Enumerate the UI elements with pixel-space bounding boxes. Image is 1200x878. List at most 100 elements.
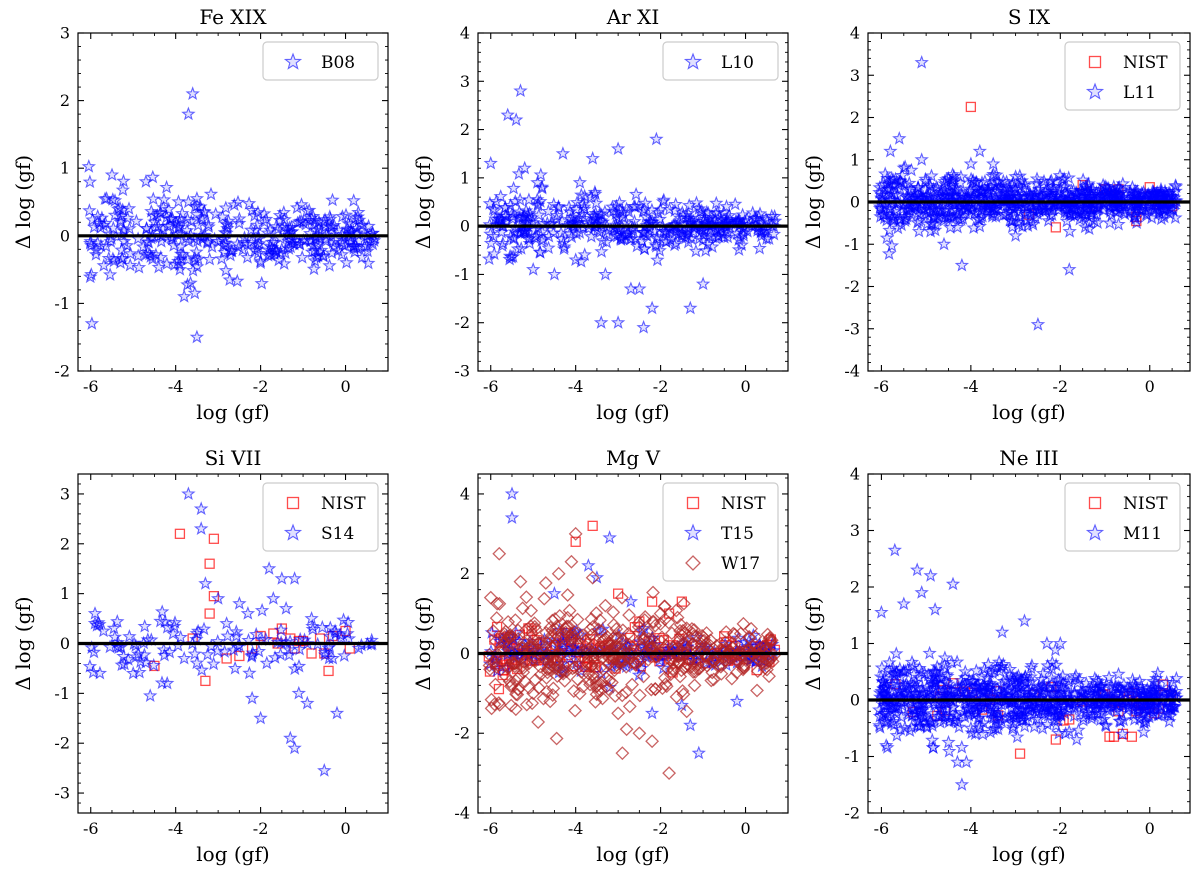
data-point (145, 251, 160, 266)
data-point (680, 657, 695, 672)
data-point (340, 614, 356, 629)
data-point (250, 245, 266, 260)
legend: NIST L11 (1064, 41, 1181, 111)
data-point (927, 676, 942, 690)
data-point (1071, 671, 1087, 686)
data-point (120, 210, 135, 225)
data-point (938, 187, 953, 201)
data-point (669, 689, 684, 704)
data-point (227, 660, 243, 675)
data-point (1078, 219, 1093, 234)
data-point (138, 655, 153, 669)
legend-box (262, 41, 379, 81)
data-point (629, 238, 645, 253)
data-point (625, 677, 639, 692)
y-tick-label: 2 (60, 534, 70, 553)
data-point (653, 606, 668, 621)
data-point (510, 687, 525, 702)
data-point (218, 262, 234, 277)
data-point (528, 622, 543, 637)
data-point (82, 658, 98, 673)
data-point (179, 223, 195, 237)
data-point (483, 590, 498, 605)
data-point (710, 653, 725, 668)
data-point (628, 656, 643, 671)
data-point (492, 546, 507, 561)
data-point (1008, 181, 1023, 196)
data-point (1122, 184, 1138, 199)
data-point (343, 223, 358, 237)
data-point (189, 625, 205, 640)
data-point (973, 210, 989, 225)
data-point (506, 656, 521, 671)
data-point (752, 240, 767, 255)
data-point (887, 542, 902, 557)
data-point (584, 644, 599, 659)
data-point (326, 239, 342, 253)
x-tick-label: -6 (83, 819, 99, 838)
data-point (906, 658, 922, 673)
data-point (599, 679, 614, 694)
data-point (604, 675, 619, 690)
data-point (112, 200, 128, 215)
data-point (994, 181, 1009, 195)
data-point (874, 604, 889, 619)
data-point (206, 656, 221, 671)
data-point (306, 261, 322, 276)
data-point (137, 647, 152, 662)
data-point (351, 233, 367, 248)
data-point (284, 219, 299, 234)
data-point (758, 642, 773, 657)
data-point (740, 643, 754, 658)
data-point (1091, 684, 1107, 698)
data-point (594, 244, 609, 258)
data-point (1117, 198, 1132, 212)
data-point (667, 203, 683, 218)
legend: L10 (662, 41, 779, 81)
data-point (982, 665, 997, 679)
data-point (972, 718, 987, 732)
data-point (1042, 679, 1057, 694)
data-point (1090, 673, 1106, 688)
data-point (966, 220, 981, 235)
y-tick-label: 0 (850, 691, 860, 710)
data-point (644, 202, 660, 217)
data-point (922, 645, 937, 660)
data-point (305, 618, 320, 633)
data-point (918, 173, 933, 188)
data-point (245, 202, 260, 217)
data-point (91, 615, 106, 629)
data-point (1056, 698, 1072, 713)
y-tick-label: 0 (60, 226, 70, 245)
data-point (317, 212, 333, 226)
data-point (979, 203, 994, 218)
data-point (1121, 683, 1137, 698)
data-point (299, 203, 314, 218)
data-point (662, 202, 677, 216)
y-tick-label: 0 (850, 193, 860, 212)
data-point (295, 249, 310, 264)
data-point (1005, 208, 1021, 223)
x-tick-label: -6 (874, 377, 890, 396)
data-point (171, 194, 186, 208)
data-point (969, 663, 984, 677)
panel-2: Ar XI -6 -4 -2 0 -3 -2 -1 0 1 2 3 4 log (gf) Δ log (gf… (411, 5, 789, 424)
data-point (489, 660, 504, 674)
data-point (307, 253, 323, 267)
data-point (272, 208, 288, 222)
data-point (1025, 216, 1041, 231)
data-point (928, 673, 943, 687)
data-point (644, 632, 659, 646)
data-point (187, 252, 203, 267)
data-point (1115, 698, 1130, 712)
data-point (162, 644, 177, 659)
data-point (230, 639, 245, 654)
data-point (300, 695, 315, 710)
data-point (736, 225, 751, 240)
data-point (1071, 206, 1087, 220)
data-point (1003, 708, 1019, 723)
data-point (613, 645, 628, 660)
data-point (1103, 678, 1118, 692)
data-point (323, 665, 334, 677)
data-point (498, 669, 513, 684)
